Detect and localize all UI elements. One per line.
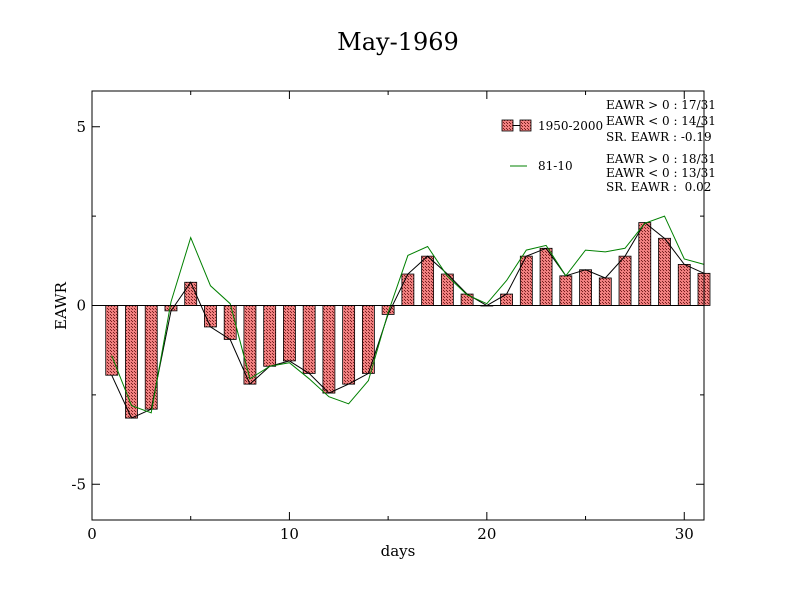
bar-day-10 [283,305,296,362]
legend-stat-81-10-sr: SR. EAWR : 0.02 [606,180,711,194]
y-tick-label: -5 [71,475,86,493]
legend-stat-1950-2000-neg: EAWR < 0 : 14/31 [606,114,716,128]
bar-day-8 [243,305,257,385]
legend-stat-1950-2000-pos: EAWR > 0 : 17/31 [606,98,716,112]
legend-swatch-1950-2000-left [501,119,514,132]
bar-day-16 [401,273,415,306]
y-axis-ticks: -5 0 5 [71,118,704,493]
bar-day-5 [184,281,198,306]
line-1950-2000 [111,221,705,419]
y-tick-label: 0 [76,297,86,315]
line-series [111,215,705,419]
bar-day-9 [263,305,277,367]
bar-day-4 [164,305,178,312]
y-tick-label: 5 [76,118,86,136]
bar-day-27 [618,255,632,306]
x-axis-ticks: 0 10 20 30 [87,91,694,543]
y-axis-label: EAWR [52,281,70,330]
legend-label-1950-2000: 1950-2000 [538,119,603,133]
bar-day-30 [677,263,691,306]
bar-day-24 [559,275,573,306]
bar-day-26 [598,277,612,306]
legend: 1950-2000 81-10 EAWR > 0 : 17/31 EAWR < … [501,98,716,194]
chart-title: May-1969 [337,28,459,56]
bar-day-29 [658,237,671,306]
bar-day-13 [342,305,356,385]
bar-day-2 [125,305,138,419]
bar-day-19 [460,293,474,306]
bar-day-17 [421,255,435,306]
bar-day-21 [500,293,513,306]
line-81-10 [111,215,705,414]
bar-day-14 [361,305,375,374]
x-tick-label: 20 [477,525,496,543]
bar-day-11 [302,305,316,374]
bar-day-7 [223,305,237,340]
legend-stat-81-10-pos: EAWR > 0 : 18/31 [606,152,716,166]
legend-stat-1950-2000-sr: SR. EAWR : -0.19 [606,130,712,144]
bar-day-28 [638,222,652,306]
x-axis-label: days [381,542,416,560]
x-tick-label: 30 [675,525,694,543]
bar-day-3 [144,305,158,410]
legend-stat-81-10-neg: EAWR < 0 : 13/31 [606,166,716,180]
legend-swatch-1950-2000-right [519,119,532,132]
x-tick-label: 0 [87,525,97,543]
legend-label-81-10: 81-10 [538,159,573,173]
bar-day-25 [579,269,592,306]
bar-day-23 [539,247,553,306]
bar-day-12 [322,305,336,394]
x-tick-label: 10 [280,525,299,543]
bar-day-1 [105,305,119,376]
